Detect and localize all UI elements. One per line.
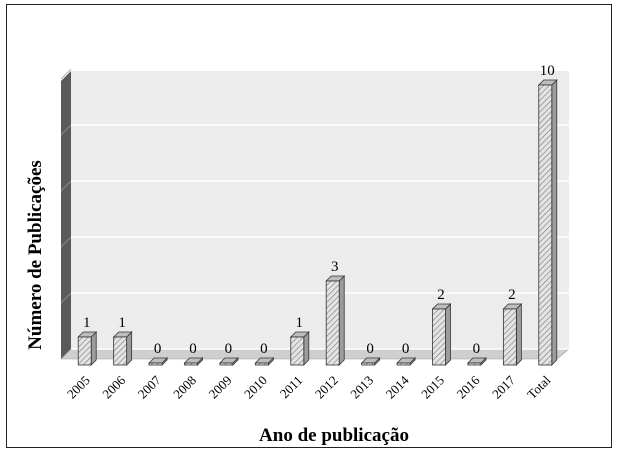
bar-side [445, 303, 451, 366]
bar [77, 331, 98, 366]
bar-side [551, 79, 558, 366]
gridline-tick [60, 236, 72, 248]
y-axis-label: Número de Publicações [25, 160, 46, 350]
x-tick-label: 2006 [99, 372, 128, 401]
bar-front [148, 362, 163, 366]
data-label: 0 [473, 341, 481, 357]
bar-side [303, 331, 310, 366]
gridlines [60, 68, 569, 360]
bar-side [515, 303, 522, 366]
bar-front [396, 362, 411, 366]
x-tick-label: 2011 [277, 373, 306, 402]
bar [431, 303, 452, 366]
data-label: 0 [225, 341, 233, 357]
bar [218, 357, 239, 366]
bar-front [325, 280, 340, 366]
side-wall [61, 71, 71, 359]
bar-side [338, 275, 345, 366]
x-tick-label: 2010 [241, 373, 270, 402]
data-label: 1 [118, 315, 126, 331]
bar [112, 331, 133, 366]
data-label: 0 [366, 341, 374, 357]
x-tick-label: 2007 [135, 372, 164, 401]
bar-front [538, 84, 553, 366]
x-tick-label: 2014 [383, 372, 412, 401]
bar-front [254, 362, 269, 366]
data-label: 1 [83, 315, 91, 331]
bar-front [219, 362, 234, 366]
x-tick-label: Total [524, 372, 554, 402]
bar-front [361, 362, 376, 366]
bar [325, 275, 346, 366]
back-wall [71, 71, 569, 349]
bar [396, 357, 417, 366]
x-tick-label: 2016 [454, 372, 483, 401]
x-tick-labels: 2005 2006 2007 2008 2009 2010 2011 2012 2013 2014… [64, 372, 554, 402]
data-label: 2 [508, 287, 516, 303]
bar [254, 357, 275, 366]
data-label: 2 [437, 287, 445, 303]
gridline-tick [60, 180, 72, 192]
gridline-tick [60, 348, 72, 360]
bar [537, 79, 558, 366]
bar-front [290, 336, 305, 366]
data-label: 0 [189, 341, 197, 357]
bar [289, 331, 310, 366]
bar-front [432, 308, 446, 366]
bar [148, 357, 169, 366]
x-tick-label: 2017 [489, 372, 518, 401]
data-label: 3 [331, 259, 339, 275]
x-axis-label: Ano de publicação [259, 425, 409, 446]
bar [502, 303, 523, 366]
data-label: 0 [260, 341, 268, 357]
floor [60, 348, 570, 360]
bar-side [126, 331, 133, 366]
data-label: 10 [540, 63, 555, 79]
bar-front [502, 308, 517, 366]
bar [360, 357, 381, 366]
x-tick-label: 2013 [347, 373, 376, 402]
bar-front [467, 362, 482, 366]
data-label: 0 [402, 341, 410, 357]
gridline-tick [60, 292, 72, 304]
x-tick-label: 2012 [312, 373, 341, 402]
x-tick-label: 2015 [418, 373, 447, 402]
x-tick-label: 2005 [64, 373, 93, 402]
bar [466, 357, 487, 366]
bar-front [77, 336, 92, 366]
x-tick-label: 2008 [170, 373, 199, 402]
gridline-tick [60, 124, 72, 136]
bar-side [90, 331, 97, 366]
data-label: 0 [154, 341, 162, 357]
gridline-tick [60, 68, 72, 80]
bar-front [113, 336, 128, 366]
chart-frame: 1 1 0 0 0 0 1 3 0 0 2 0 2 10 2005 2006 2007 2008 2009 2010… [6, 4, 612, 448]
bars [77, 79, 558, 366]
bar-front [184, 362, 198, 366]
data-label: 1 [296, 315, 304, 331]
bar [183, 357, 204, 366]
x-tick-label: 2009 [206, 373, 235, 402]
